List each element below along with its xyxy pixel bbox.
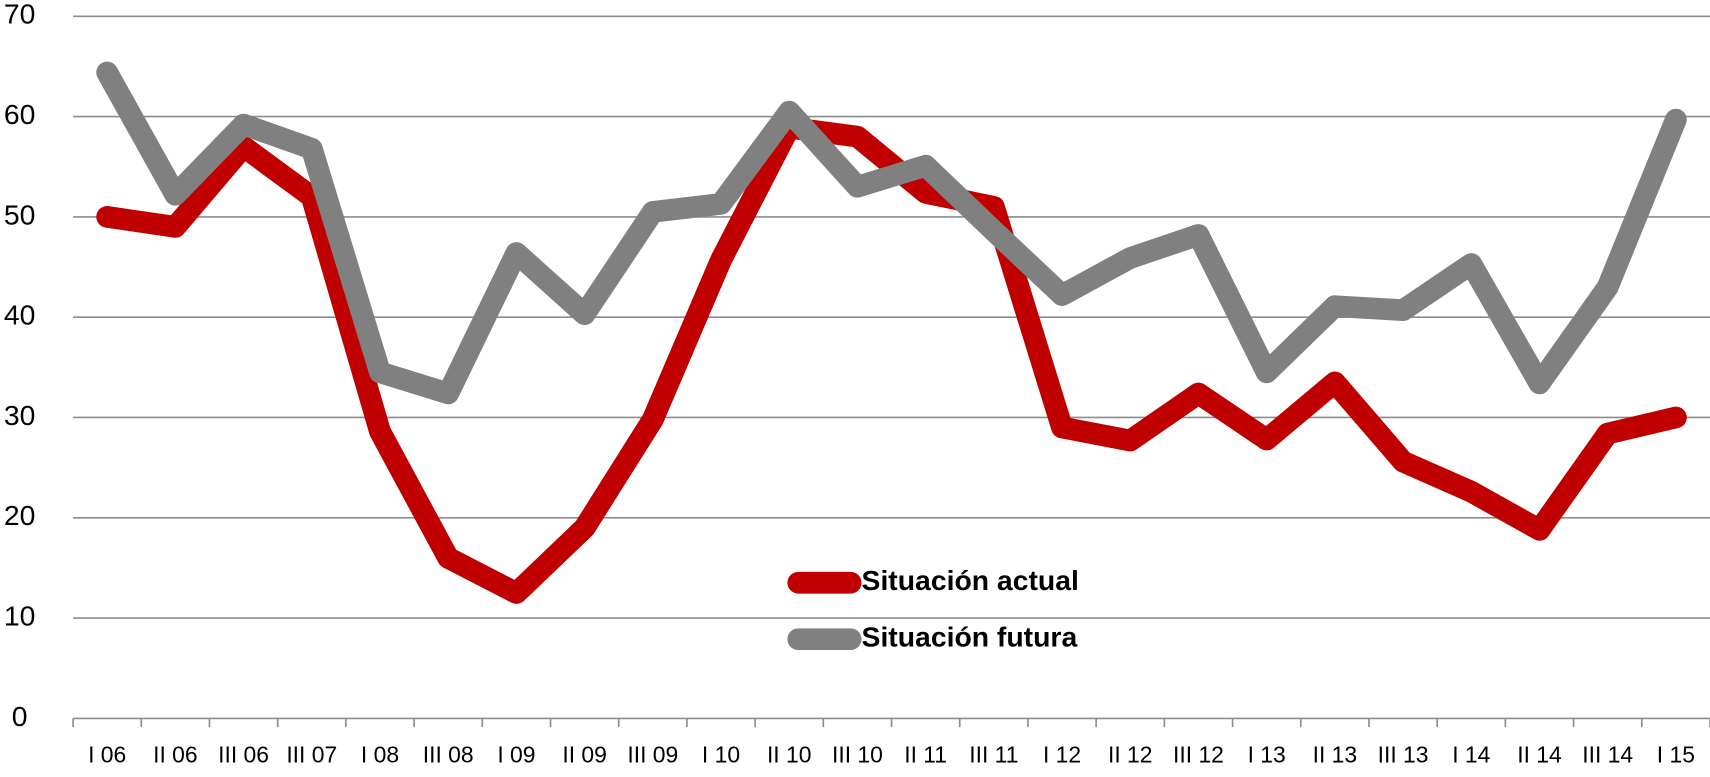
x-tick-label: III 13 [1378,741,1429,767]
x-tick-label: III 10 [832,741,883,767]
series-line [96,61,1687,405]
x-tick-label: III 11 [969,741,1018,767]
x-tick-label: I 12 [1043,741,1081,767]
x-tick-label: II 14 [1517,741,1562,767]
legend-label: Situación futura [862,621,1078,653]
x-tick-label: III 08 [423,741,474,767]
y-tick-label: 60 [4,98,36,130]
x-tick-label: III 07 [286,741,337,767]
y-tick-label: 40 [4,299,36,331]
x-tick-label: II 06 [153,741,198,767]
y-tick-label: 0 [12,700,28,732]
y-tick-label: 50 [4,198,36,230]
x-tick-label: II 10 [767,741,812,767]
y-tick-label: 20 [4,499,36,531]
x-tick-label: II 09 [562,741,607,767]
x-tick-label: I 09 [497,741,535,767]
x-tick-label: I 15 [1657,741,1695,767]
x-tick-label: I 14 [1452,741,1490,767]
x-tick-label: II 12 [1108,741,1153,767]
series-line [96,116,1687,604]
x-tick-label: I 10 [702,741,740,767]
y-tick-label: 10 [4,600,36,632]
x-tick-label: II 11 [904,741,947,767]
x-tick-label: I 13 [1248,741,1286,767]
legend-label: Situación actual [862,564,1079,596]
x-tick-label: II 13 [1313,741,1358,767]
x-tick-label: III 12 [1173,741,1224,767]
x-tick-label: III 06 [218,741,269,767]
y-tick-label: 30 [4,399,36,431]
x-tick-label: I 06 [88,741,126,767]
x-tick-label: III 09 [627,741,678,767]
y-tick-label: 70 [4,0,36,30]
x-tick-label: I 08 [361,741,399,767]
x-tick-label: III 14 [1582,741,1633,767]
